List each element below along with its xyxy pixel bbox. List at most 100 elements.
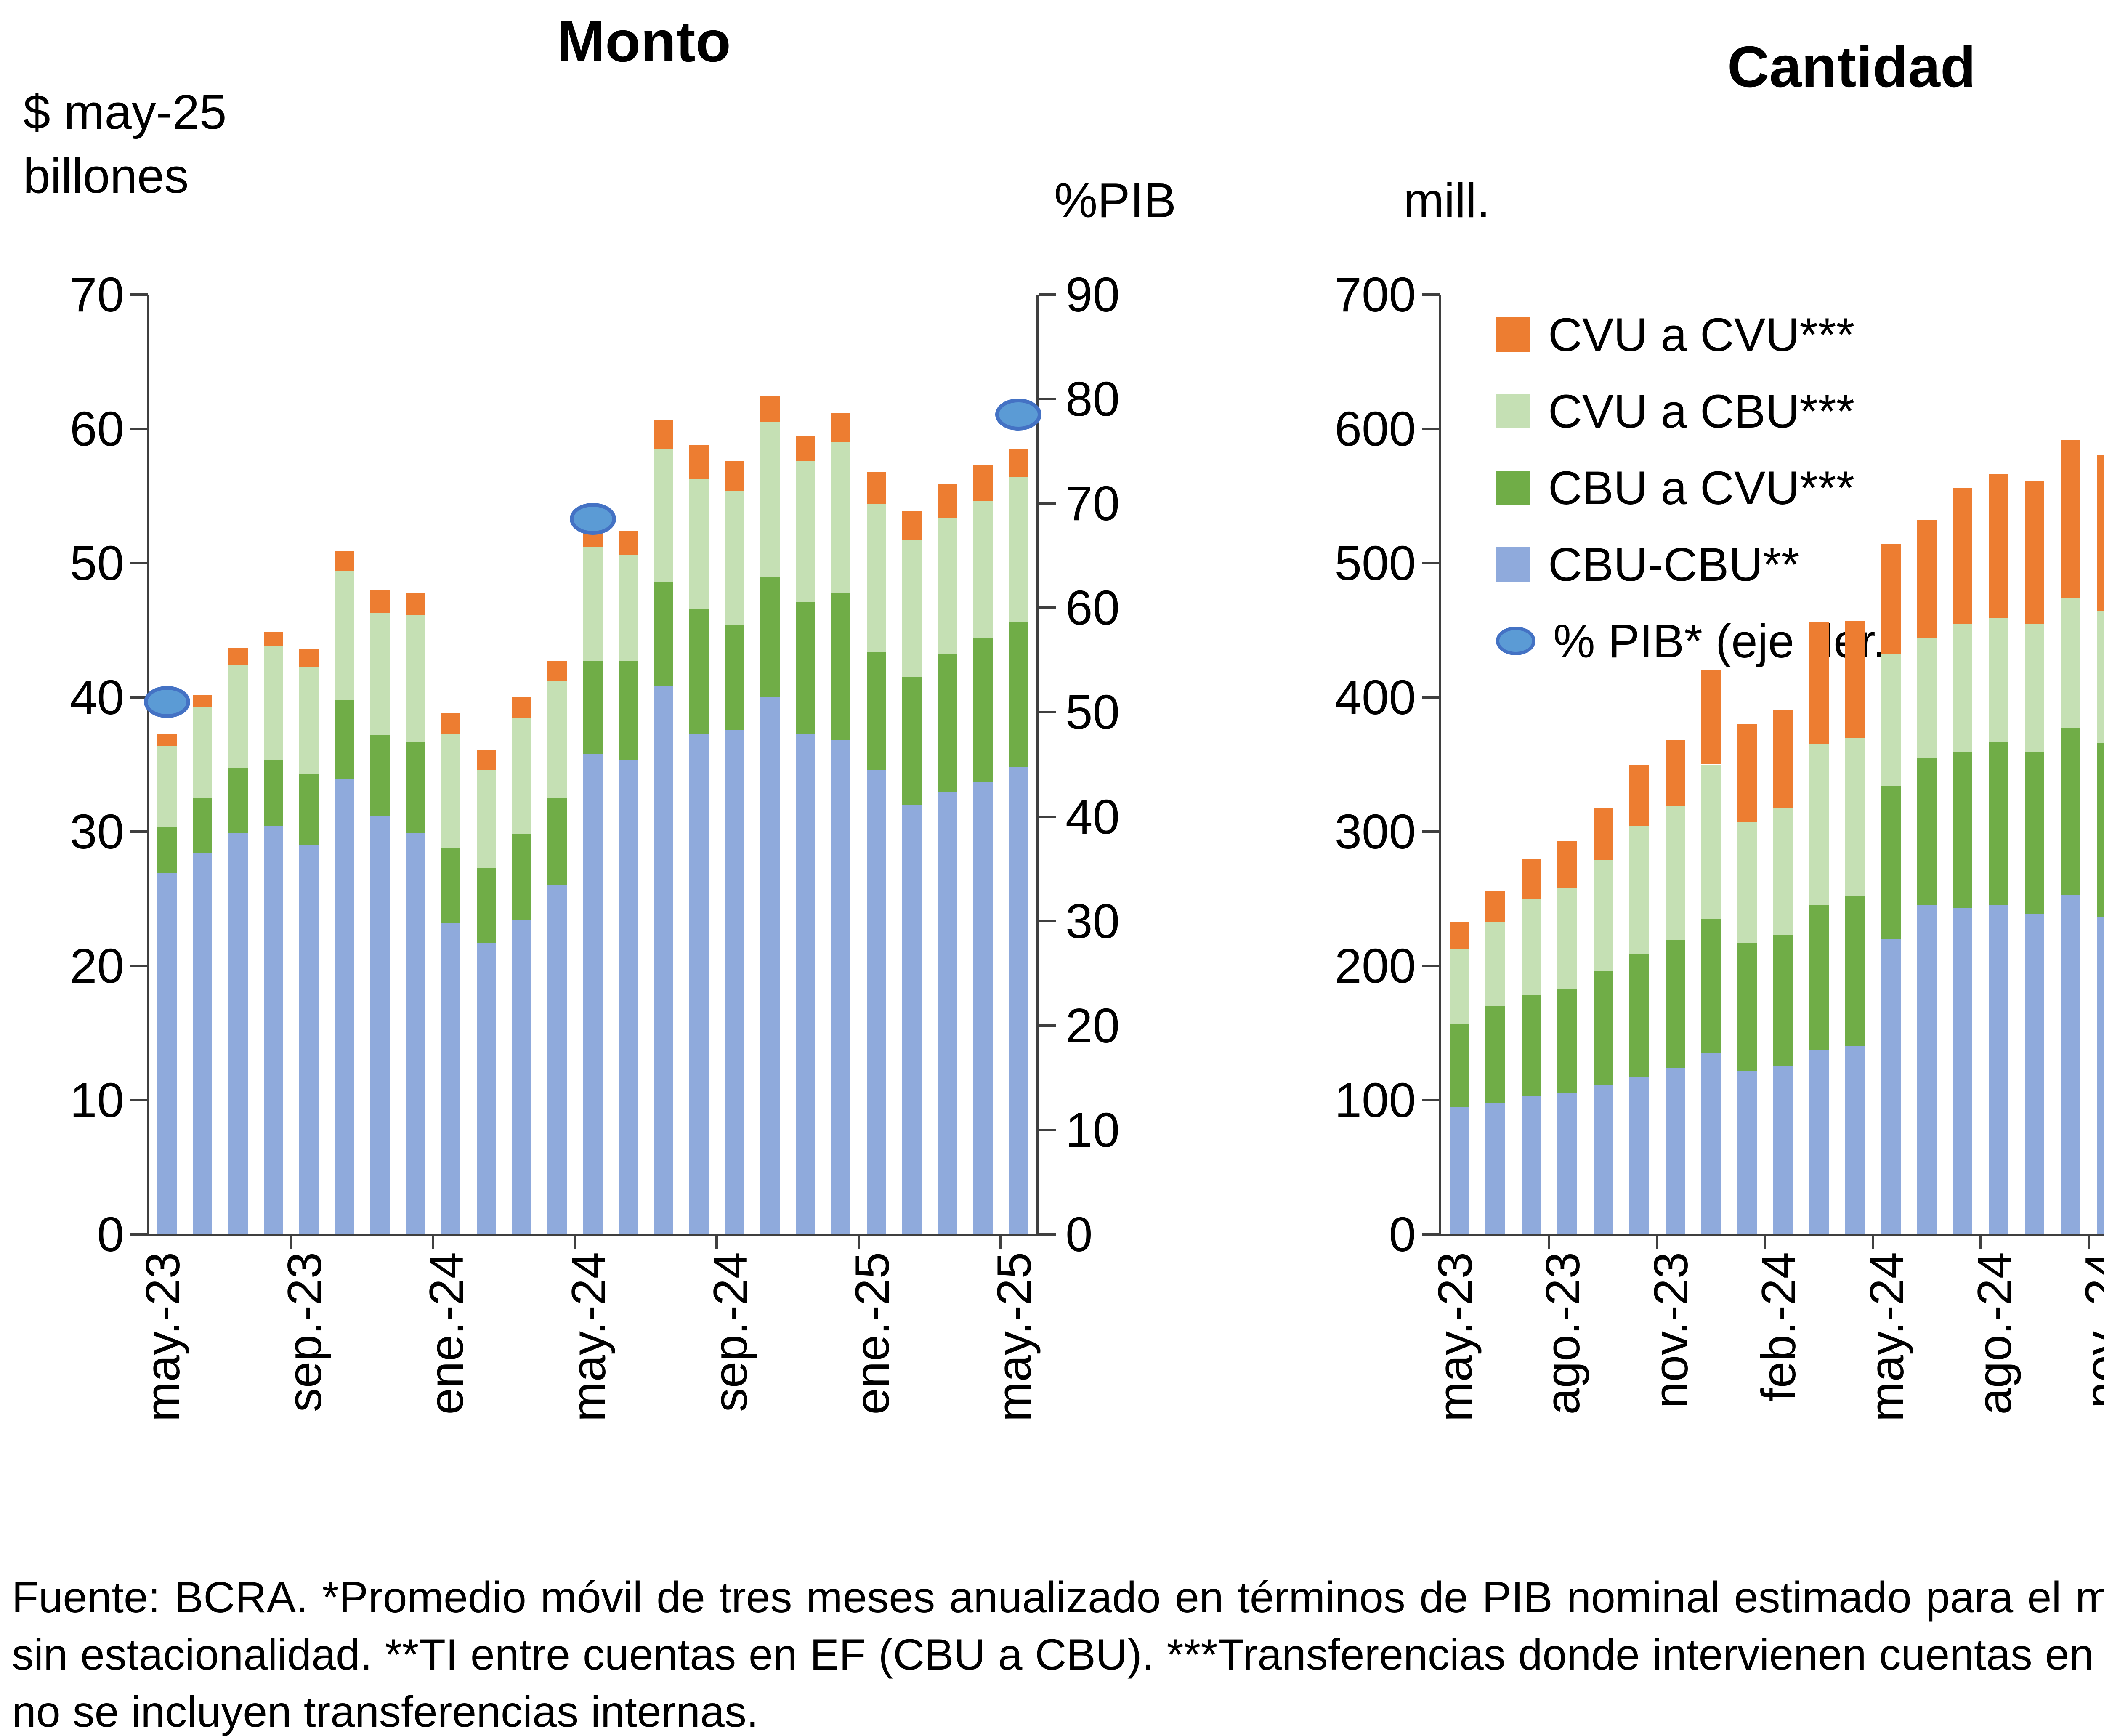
y-axis-right-tick-label: 80: [1065, 372, 1120, 427]
bar-segment-blue_bar: [1485, 1103, 1505, 1234]
bar-segment-orange: [547, 661, 567, 681]
bar-segment-light_green: [1008, 477, 1028, 622]
bar-segment-green: [1665, 940, 1685, 1068]
bar-segment-orange: [1881, 544, 1901, 654]
bar-segment-blue_bar: [335, 779, 354, 1234]
bar-segment-orange: [1557, 841, 1577, 888]
x-axis-tick: [574, 1234, 576, 1249]
y-axis-tick-label: 300: [1334, 804, 1416, 859]
y-axis-tick: [130, 965, 148, 967]
y-axis-right-tick: [1039, 502, 1056, 505]
pib-dot: [995, 399, 1041, 431]
legend-swatch-cbu-a-cvu: [1496, 471, 1530, 505]
y-axis-right-tick: [1039, 1024, 1056, 1027]
bar-segment-orange: [1701, 670, 1721, 765]
x-axis-tick-label: ago.-23: [1536, 1252, 1590, 1415]
y-axis-right-tick: [1039, 711, 1056, 714]
bar-segment-light_green: [973, 501, 993, 638]
bar-segment-green: [1521, 995, 1541, 1096]
bar-segment-green: [2061, 728, 2080, 895]
bar-segment-light_green: [1737, 822, 1757, 943]
bar-segment-green: [654, 582, 674, 687]
bar-segment-blue_bar: [263, 826, 283, 1234]
bar-segment-light_green: [1557, 888, 1577, 989]
bar-segment-blue_bar: [1008, 767, 1028, 1234]
bar-segment-light_green: [689, 479, 709, 609]
bar-segment-blue_bar: [2097, 917, 2104, 1234]
bar-segment-orange: [263, 631, 283, 646]
bar-segment-green: [618, 661, 638, 760]
legend-item: CVU a CVU***: [1496, 308, 1855, 361]
footnote: Fuente: BCRA. *Promedio móvil de tres me…: [12, 1573, 2104, 1736]
y-axis-right-tick-label: 30: [1065, 893, 1120, 949]
bar-segment-green: [1917, 758, 1937, 906]
bar-segment-light_green: [796, 461, 816, 602]
bar-segment-orange: [228, 647, 248, 665]
bar-segment-light_green: [938, 517, 957, 654]
y-axis-tick-label: 40: [69, 670, 124, 725]
legend-item: CBU a CVU***: [1496, 462, 1854, 514]
bar-segment-orange: [370, 590, 390, 613]
y-axis-tick: [1422, 965, 1440, 967]
bar-segment-light_green: [441, 734, 461, 848]
x-axis-tick-label: may.-25: [987, 1252, 1041, 1422]
y-axis-tick-label: 600: [1334, 401, 1416, 456]
bar-segment-blue_bar: [1665, 1068, 1685, 1234]
bar-segment-green: [476, 868, 496, 943]
y-axis-right-tick: [1039, 920, 1056, 922]
y-axis-tick: [130, 562, 148, 564]
bar-segment-blue_bar: [1701, 1053, 1721, 1234]
bar-segment-green: [370, 735, 390, 816]
y-axis-tick-label: 60: [69, 401, 124, 456]
bar-segment-green: [1593, 971, 1613, 1085]
bar-segment-light_green: [866, 504, 886, 652]
bar-segment-orange: [1953, 488, 1973, 624]
y-axis-tick: [1422, 293, 1440, 296]
x-axis-tick-label: may.-23: [136, 1252, 190, 1422]
bar-segment-green: [1737, 943, 1757, 1071]
y-axis-right-tick-label: 0: [1065, 1207, 1093, 1262]
bar-segment-green: [1701, 919, 1721, 1053]
bar-segment-blue_bar: [1809, 1050, 1829, 1234]
bar-segment-orange: [1593, 807, 1613, 860]
bar-segment-light_green: [370, 613, 390, 735]
bar-segment-orange: [1773, 709, 1793, 808]
bar-segment-blue_bar: [193, 853, 213, 1234]
bar-segment-orange: [618, 531, 638, 555]
bar-segment-orange: [441, 713, 461, 734]
bar-segment-green: [1449, 1024, 1469, 1107]
y-axis-right-tick: [1039, 398, 1056, 401]
bar-segment-orange: [2061, 439, 2080, 598]
bar-segment-green: [583, 661, 603, 754]
bar-segment-light_green: [335, 571, 354, 700]
bar-segment-orange: [760, 396, 780, 423]
x-axis-tick-label: nov.-23: [1644, 1252, 1698, 1409]
bar-segment-light_green: [1773, 807, 1793, 935]
bar-segment-green: [157, 827, 177, 873]
x-axis-tick-label: may.-23: [1428, 1252, 1482, 1422]
bar-segment-green: [973, 638, 993, 782]
bar-segment-blue_bar: [1449, 1106, 1469, 1234]
y-axis-tick-label: 500: [1334, 536, 1416, 590]
bar-segment-blue_bar: [512, 920, 531, 1234]
bar-segment-blue_bar: [2025, 913, 2045, 1234]
legend-pib-dot-icon: [1496, 627, 1535, 655]
y-axis-right-tick-label: 90: [1065, 267, 1120, 322]
y-axis-tick: [1422, 1233, 1440, 1236]
bar-segment-orange: [193, 694, 213, 707]
x-axis-tick-label: may.-24: [1860, 1252, 1914, 1422]
bar-segment-light_green: [1485, 921, 1505, 1006]
x-axis-tick: [857, 1234, 860, 1249]
bar-segment-blue_bar: [1737, 1070, 1757, 1234]
y-axis-tick: [130, 1233, 148, 1236]
bar-segment-blue_bar: [618, 760, 638, 1234]
x-axis-tick: [290, 1234, 293, 1249]
bar-segment-light_green: [831, 442, 851, 593]
x-axis-tick: [1548, 1234, 1551, 1249]
y-axis-tick: [1422, 696, 1440, 699]
bar-segment-green: [796, 602, 816, 734]
bar-segment-green: [760, 576, 780, 697]
bar-segment-blue_bar: [654, 686, 674, 1234]
legend-label: CVU a CVU***: [1548, 308, 1855, 361]
bar-segment-light_green: [228, 665, 248, 769]
